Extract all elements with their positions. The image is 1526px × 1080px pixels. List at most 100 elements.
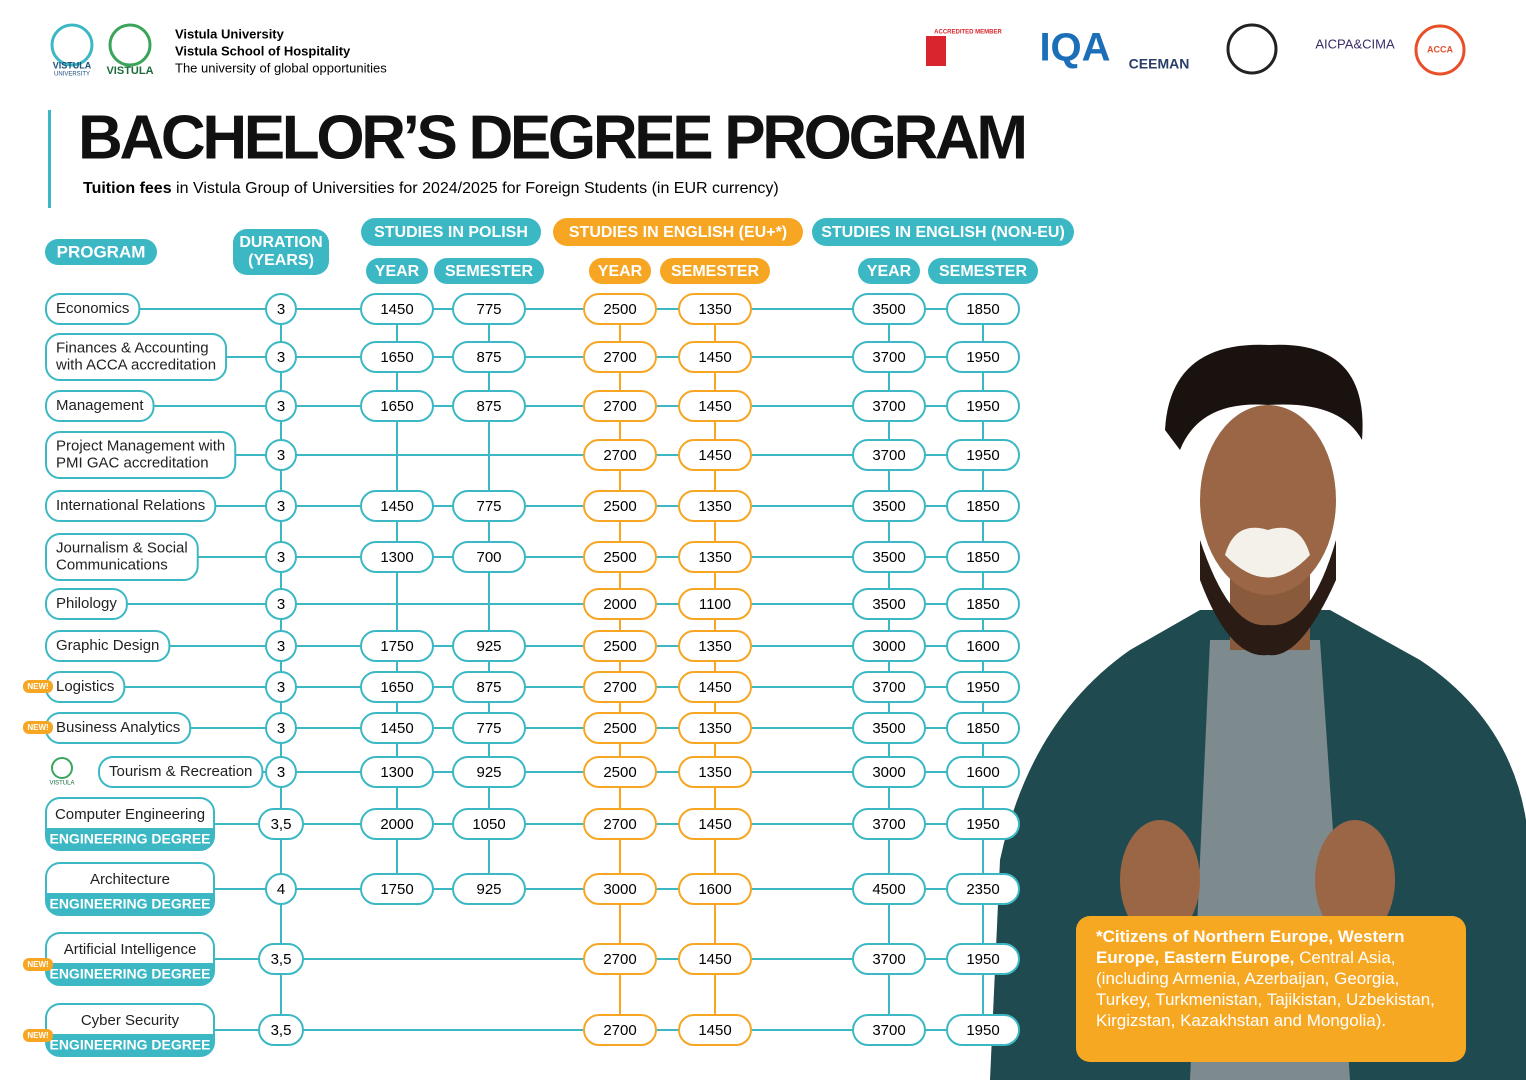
subheader-text: SEMESTER — [939, 263, 1027, 280]
fee: 775 — [476, 720, 501, 737]
program: Management — [45, 390, 155, 422]
program: Philology — [45, 588, 128, 620]
badge-text: ENGINEERING DEGREE — [49, 896, 210, 912]
fee: 1450 — [380, 301, 413, 318]
fee: 1450 — [698, 816, 731, 833]
badge-band — [46, 828, 214, 850]
fee: 1450 — [380, 498, 413, 515]
logo-text: VISTULA — [106, 65, 153, 77]
fee-pill — [678, 671, 752, 703]
subtitle-rest: in Vistula Group of Universities for 202… — [172, 180, 779, 197]
footnote: *Citizens of Northern Europe, Western Eu… — [1076, 916, 1466, 1062]
duration-pill — [258, 943, 304, 975]
new-text: NEW! — [27, 960, 48, 969]
fee-pill — [678, 439, 752, 471]
program-box — [45, 390, 155, 422]
subheader-text: YEAR — [867, 263, 912, 280]
fee: 2350 — [966, 881, 999, 898]
fee: 1850 — [966, 720, 999, 737]
subheader-pill — [928, 258, 1038, 284]
title: BACHELOR’S DEGREE PROGRAM — [78, 103, 1028, 172]
fee: 1650 — [380, 349, 413, 366]
new-badge — [23, 1029, 53, 1042]
program-name: Artificial Intelligence — [64, 941, 197, 958]
fee: 3700 — [872, 349, 905, 366]
fee-pill — [583, 439, 657, 471]
duration-pill — [265, 490, 297, 522]
fee-pill — [678, 541, 752, 573]
duration: 3 — [277, 447, 285, 464]
fee: 1950 — [966, 951, 999, 968]
duration-pill — [265, 630, 297, 662]
duration-pill — [258, 1014, 304, 1046]
program: Architecture ENGINEERING DEGREE — [45, 862, 215, 916]
fee-pill — [852, 943, 926, 975]
fee-pill — [852, 490, 926, 522]
fee-pill — [360, 873, 434, 905]
fee-pill — [583, 293, 657, 325]
fee: 1350 — [698, 720, 731, 737]
fee: 1450 — [698, 1022, 731, 1039]
fee: 1450 — [698, 951, 731, 968]
fee: 1950 — [966, 679, 999, 696]
fee: 1350 — [698, 638, 731, 655]
program: Economics — [45, 293, 141, 325]
logo-mark — [926, 36, 946, 66]
fee: 2700 — [603, 398, 636, 415]
duration: 3 — [277, 720, 285, 737]
header-text: DURATION — [239, 234, 322, 251]
fee-pill — [946, 439, 1020, 471]
fee: 1950 — [966, 1022, 999, 1039]
group-text: STUDIES IN ENGLISH (EU+*) — [569, 224, 787, 241]
program-name: Graphic Design — [56, 637, 159, 654]
duration: 3,5 — [271, 951, 292, 968]
fee-pill — [678, 873, 752, 905]
fee-pill — [946, 943, 1020, 975]
fee-pill — [852, 439, 926, 471]
fee: 3500 — [872, 301, 905, 318]
program-name: Business Analytics — [56, 719, 180, 736]
fee-pill — [452, 712, 526, 744]
program-name: Project Management with — [56, 437, 225, 454]
header-text: (YEARS) — [248, 252, 314, 269]
fee-pill — [360, 541, 434, 573]
duration-pill — [265, 873, 297, 905]
badge-text: ENGINEERING DEGREE — [49, 966, 210, 982]
fee: 1350 — [698, 549, 731, 566]
fee-pill — [852, 671, 926, 703]
fee-pill — [583, 756, 657, 788]
subheader-text: SEMESTER — [671, 263, 759, 280]
badge-band — [46, 1034, 214, 1056]
fee: 2500 — [603, 720, 636, 737]
fee-pill — [946, 390, 1020, 422]
fee: 1850 — [966, 596, 999, 613]
fee: 2500 — [603, 549, 636, 566]
fee: 3000 — [872, 764, 905, 781]
fee: 2500 — [603, 638, 636, 655]
fee: 875 — [476, 398, 501, 415]
fee-pill — [360, 390, 434, 422]
program-box — [45, 333, 228, 381]
fee: 3500 — [872, 596, 905, 613]
fee-pill — [360, 630, 434, 662]
program-name: Cyber Security — [81, 1012, 180, 1029]
program-name: Finances & Accounting — [56, 339, 209, 356]
subheader-pill — [366, 258, 428, 284]
fee-pill — [583, 390, 657, 422]
duration: 3 — [277, 596, 285, 613]
logo-text: ACCA — [1427, 44, 1453, 54]
duration-pill — [265, 439, 297, 471]
fee-pill — [946, 1014, 1020, 1046]
fee-pill — [678, 390, 752, 422]
fee: 1450 — [698, 679, 731, 696]
fee: 3700 — [872, 1022, 905, 1039]
duration-pill — [265, 293, 297, 325]
fee-pill — [452, 293, 526, 325]
fee: 1750 — [380, 638, 413, 655]
program-name: PMI GAC accreditation — [56, 454, 209, 471]
program-box — [98, 756, 264, 788]
